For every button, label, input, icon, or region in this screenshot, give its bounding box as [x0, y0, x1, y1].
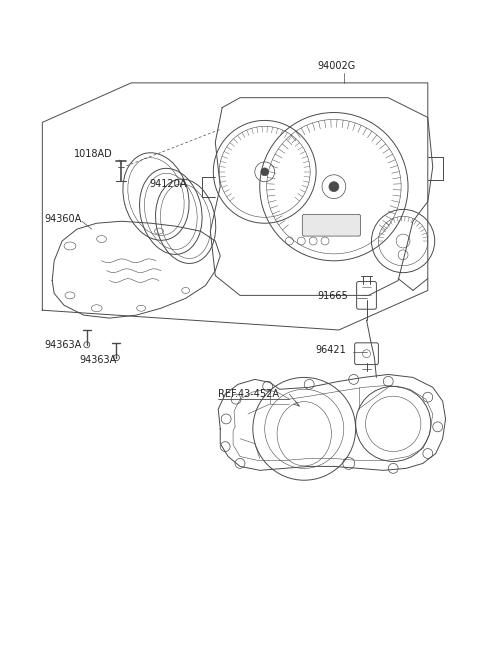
Text: 1018AD: 1018AD: [74, 149, 113, 159]
Text: 96421: 96421: [315, 345, 346, 355]
Text: 94360A: 94360A: [44, 215, 82, 224]
Circle shape: [329, 182, 339, 192]
Text: 94363A: 94363A: [44, 340, 82, 350]
Circle shape: [261, 168, 269, 176]
Text: 94120A: 94120A: [149, 178, 186, 189]
Text: 94363A: 94363A: [80, 355, 117, 365]
FancyBboxPatch shape: [302, 215, 360, 236]
Text: 91665: 91665: [317, 291, 348, 301]
Text: 94002G: 94002G: [317, 61, 355, 71]
Text: REF.43-452A: REF.43-452A: [218, 389, 279, 400]
